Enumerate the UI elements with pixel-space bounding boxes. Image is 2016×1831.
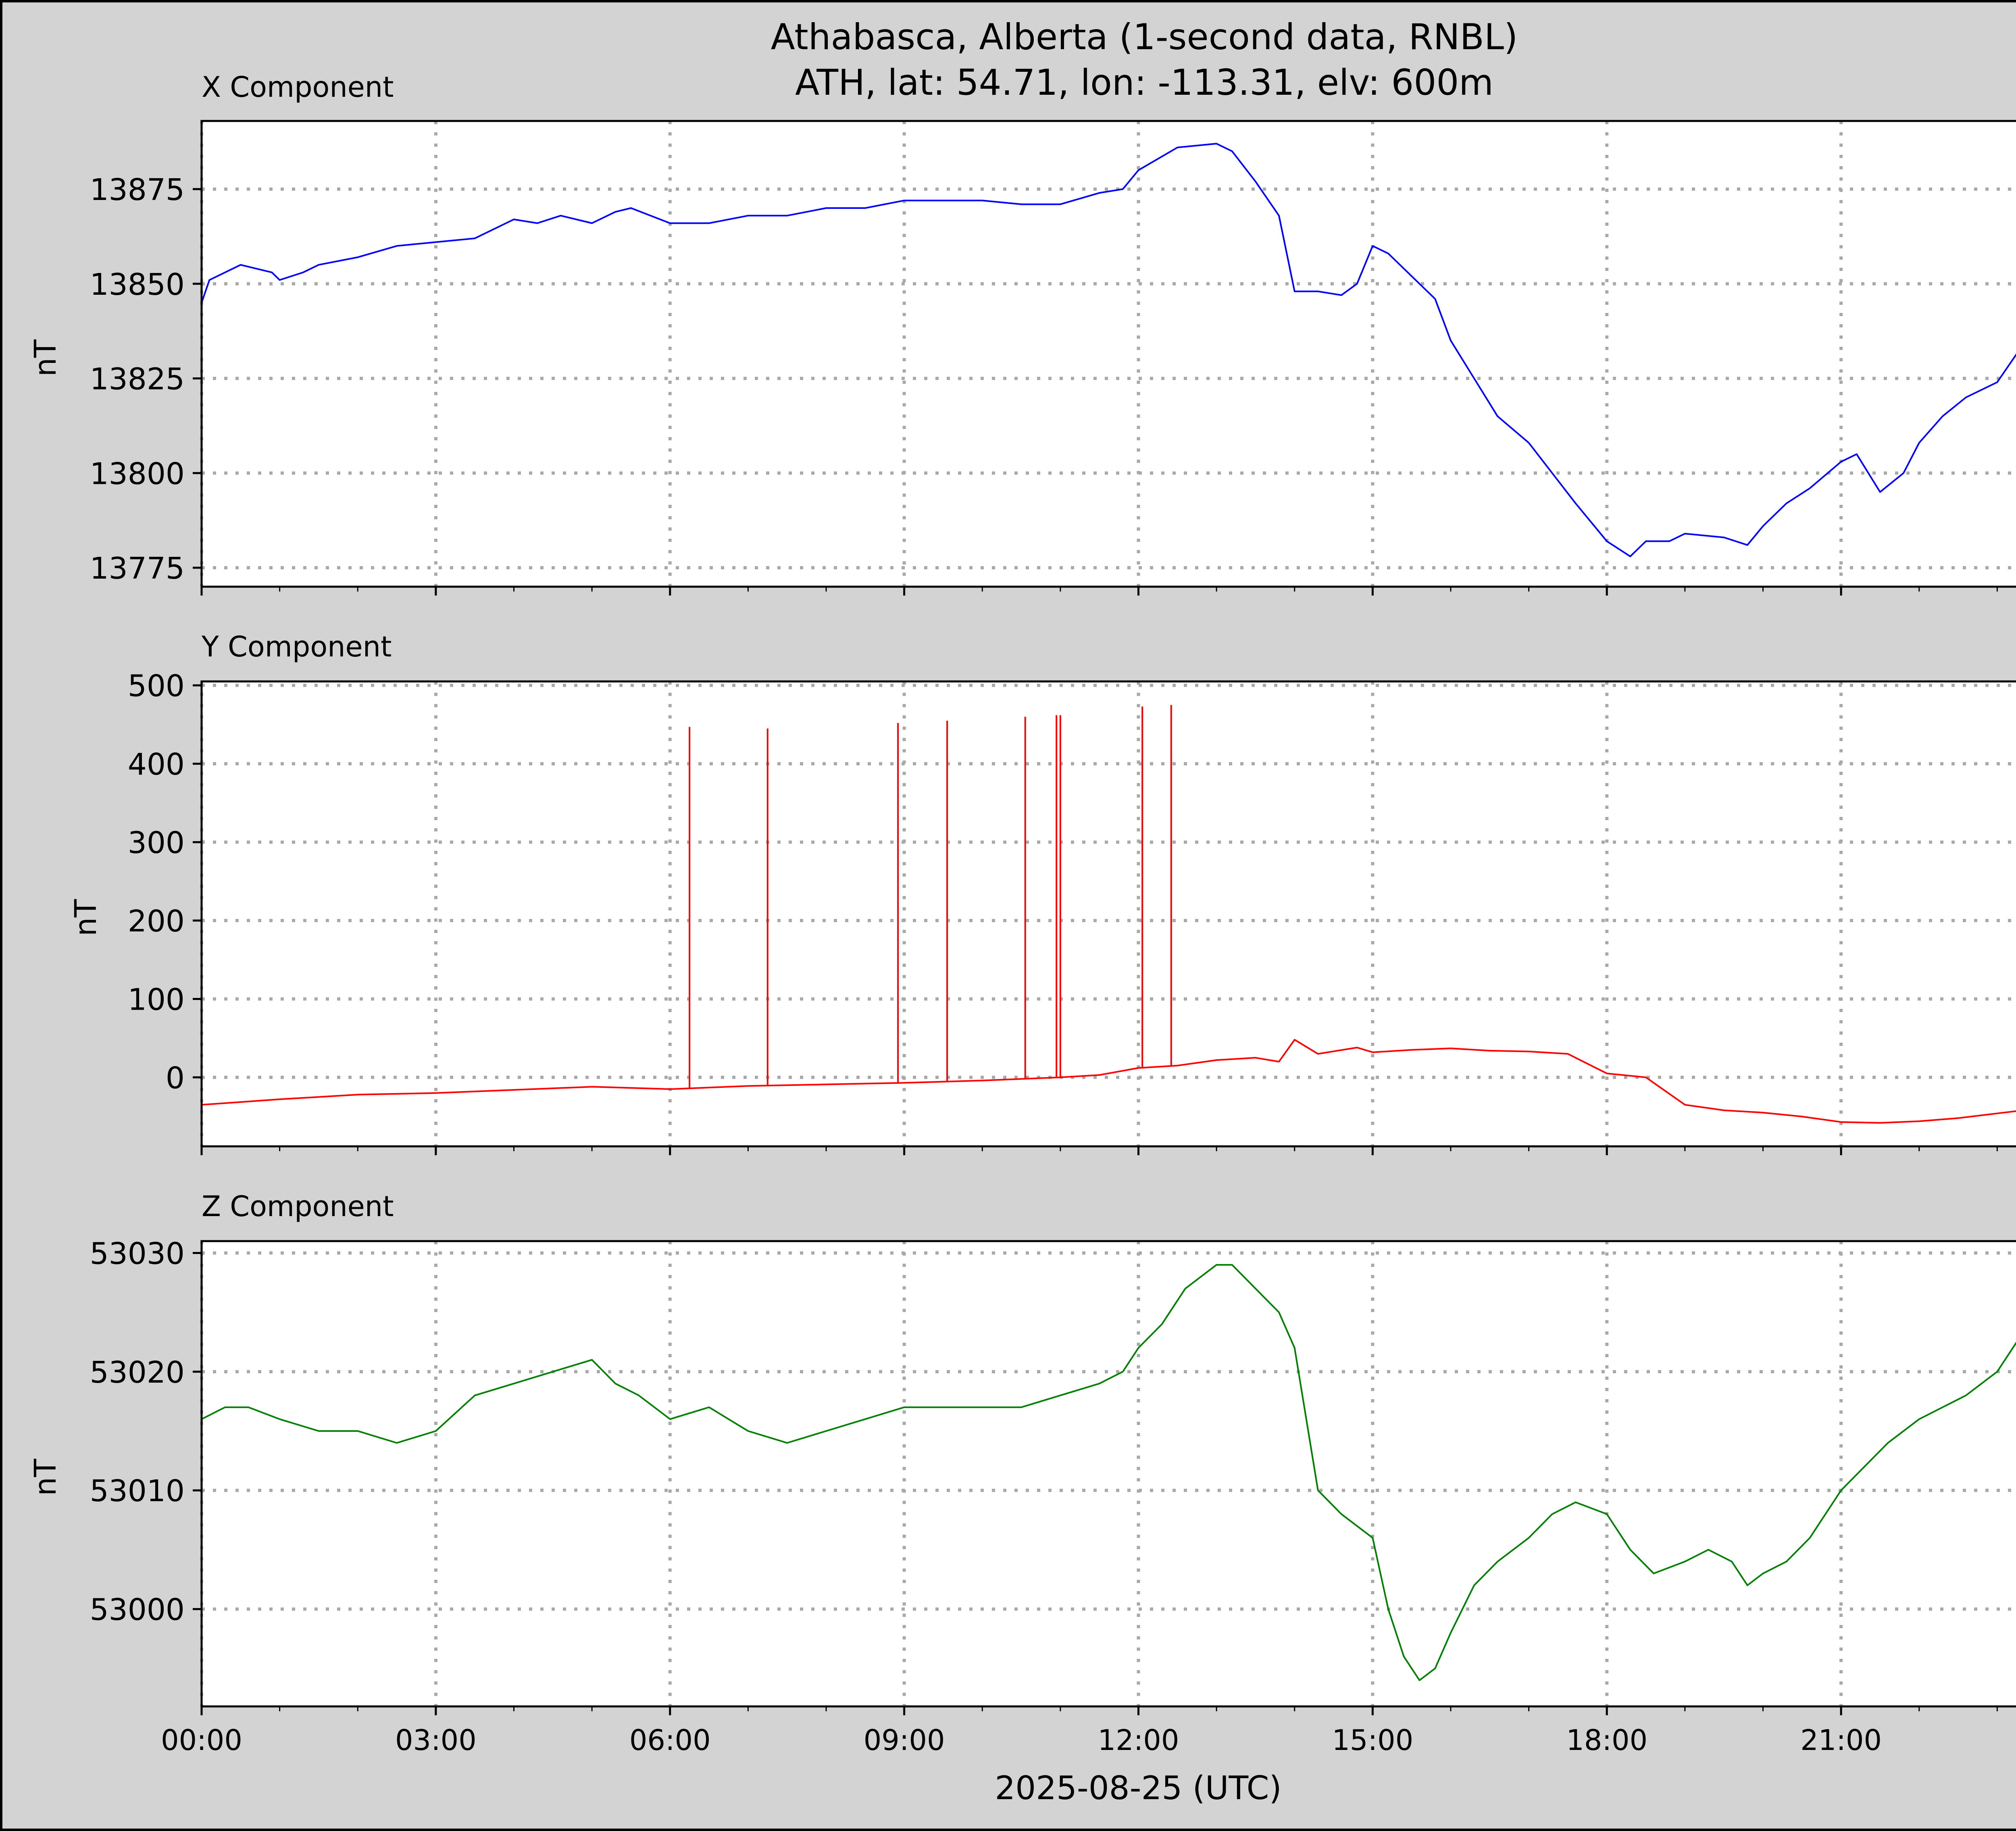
y-tick-label: 400	[128, 747, 185, 782]
y-tick-label: 53010	[90, 1474, 185, 1508]
y-axis-label: nT	[28, 339, 63, 377]
x-tick-label: 09:00	[864, 1724, 945, 1757]
y-tick-label: 53000	[90, 1593, 185, 1627]
y-tick-label: 13850	[90, 267, 185, 302]
plot-area: 00:00 03:00 06:00 09:00 12:00 15:00 18:00 21:00…	[90, 1236, 2016, 1757]
panel-y-component: Y Component nT 0 100 200 300 400 500	[69, 630, 2016, 1155]
y-axis-label: nT	[28, 1458, 63, 1496]
plot-area: 13775 13800 13825 13850 13875	[90, 120, 2016, 596]
series-line	[201, 143, 2016, 557]
plot-background	[202, 681, 2016, 1146]
panel-title: Z Component	[202, 1190, 394, 1223]
x-axis-label: 2025-08-25 (UTC)	[995, 1769, 1281, 1807]
plot-frame	[200, 680, 2016, 1148]
y-tick-label: 13800	[90, 456, 185, 491]
y-tick-label: 0	[166, 1061, 185, 1096]
plot-background	[202, 1241, 2016, 1706]
plot-area: 0 100 200 300 400 500	[128, 669, 2016, 1155]
panel-title: X Component	[202, 71, 394, 104]
y-tick-label: 300	[128, 826, 185, 860]
y-axis-label: nT	[69, 899, 103, 936]
x-tick-label: 00:00	[161, 1724, 242, 1757]
y-tick-label: 200	[128, 904, 185, 939]
y-tick-label: 13775	[90, 551, 185, 586]
x-tick-label: 21:00	[1800, 1724, 1882, 1757]
x-tick-label: 18:00	[1566, 1724, 1647, 1757]
plot-frame	[200, 120, 2016, 588]
y-tick-label: 53020	[90, 1355, 185, 1390]
series-line	[201, 1264, 2016, 1681]
y-tick-label: 53030	[90, 1236, 185, 1271]
figure-title-line-1: Athabasca, Alberta (1-second data, RNBL)	[771, 16, 1518, 58]
x-tick-label: 15:00	[1332, 1724, 1414, 1757]
x-tick-label: 12:00	[1098, 1724, 1179, 1757]
y-tick-label: 100	[128, 982, 185, 1017]
panel-z-component: Z Component nT 00:00 03:00 06:00 09:00 12:00…	[28, 1190, 2016, 1757]
x-tick-label: 03:00	[395, 1724, 477, 1757]
y-tick-label: 500	[128, 669, 185, 704]
series-line	[201, 1039, 2016, 1124]
plot-background	[202, 121, 2016, 587]
panel-title: Y Component	[201, 630, 392, 663]
panel-x-component: X Component nT 13775 13800 13825 13850 13875	[28, 71, 2016, 596]
x-tick-label: 06:00	[629, 1724, 711, 1757]
y-tick-label: 13825	[90, 362, 185, 397]
plot-frame	[200, 1240, 2016, 1708]
y-tick-label: 13875	[90, 173, 185, 207]
figure-title-line-2: ATH, lat: 54.71, lon: -113.31, elv: 600m	[795, 62, 1493, 103]
